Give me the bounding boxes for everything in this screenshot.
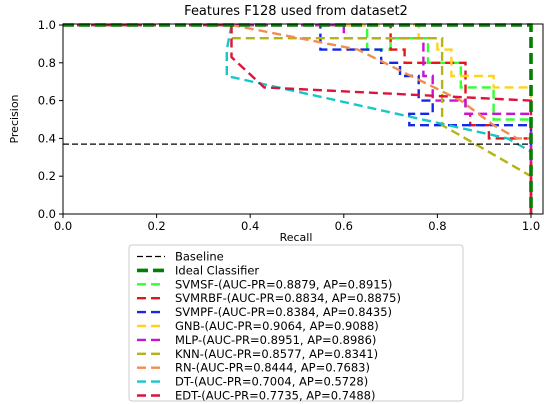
legend-label-svmrbf: SVMRBF-(AUC-PR=0.8834, AP=0.8875)	[175, 291, 401, 305]
series-layer	[63, 23, 533, 214]
series-line-rn	[63, 23, 533, 214]
legend-label-knn: KNN-(AUC-PR=0.8577, AP=0.8341)	[175, 347, 378, 361]
legend-label-edt: EDT-(AUC-PR=0.7735, AP=0.7488)	[175, 389, 375, 403]
y-tick-label: 0.0	[38, 207, 56, 221]
legend-label-mlp: MLP-(AUC-PR=0.8951, AP=0.8986)	[175, 333, 376, 347]
chart-title: Features F128 used from dataset2	[184, 4, 408, 19]
x-axis-label: Recall	[280, 231, 313, 244]
legend-label-gnb: GNB-(AUC-PR=0.9064, AP=0.9088)	[175, 319, 379, 333]
y-tick-label: 0.6	[38, 94, 56, 108]
series-line-svmpf	[63, 23, 533, 214]
series-line-dt	[63, 23, 533, 214]
legend-label-svmsf: SVMSF-(AUC-PR=0.8879, AP=0.8915)	[175, 277, 392, 291]
y-tick-label: 0.4	[38, 131, 56, 145]
x-tick-label: 0.4	[241, 219, 259, 233]
x-tick-label: 0.8	[428, 219, 446, 233]
series-line-svmsf	[63, 23, 533, 214]
series-line-mlp	[63, 23, 533, 214]
x-tick-label: 0.0	[54, 219, 72, 233]
x-tick-label: 1.0	[522, 219, 540, 233]
x-tick-label: 0.2	[147, 219, 165, 233]
legend-label-dt: DT-(AUC-PR=0.7004, AP=0.5728)	[175, 375, 368, 389]
x-tick-label: 0.6	[335, 219, 353, 233]
y-tick-label: 0.2	[38, 169, 56, 183]
legend-frame	[128, 244, 464, 402]
y-tick-label: 0.8	[38, 56, 56, 70]
legend-label-baseline: Baseline	[175, 250, 224, 264]
plot-frame	[62, 23, 544, 215]
series-line-svmrbf	[63, 23, 533, 214]
y-tick-label: 1.0	[38, 18, 56, 32]
series-line-ideal-classifier	[63, 23, 533, 214]
axis-ticks: 0.0 0.2 0.4 0.6 0.8 1.0 0.0 0.2 0.4 0.6 0.8 1.0	[38, 18, 540, 233]
legend-label-svmpf: SVMPF-(AUC-PR=0.8384, AP=0.8435)	[175, 305, 392, 319]
y-axis-label: Precision	[8, 94, 21, 143]
legend-label-ideal-classifier: Ideal Classifier	[175, 263, 259, 277]
legend-label-rn: RN-(AUC-PR=0.8444, AP=0.7683)	[175, 361, 370, 375]
series-line-gnb	[63, 23, 533, 214]
series-line-edt	[63, 23, 533, 214]
